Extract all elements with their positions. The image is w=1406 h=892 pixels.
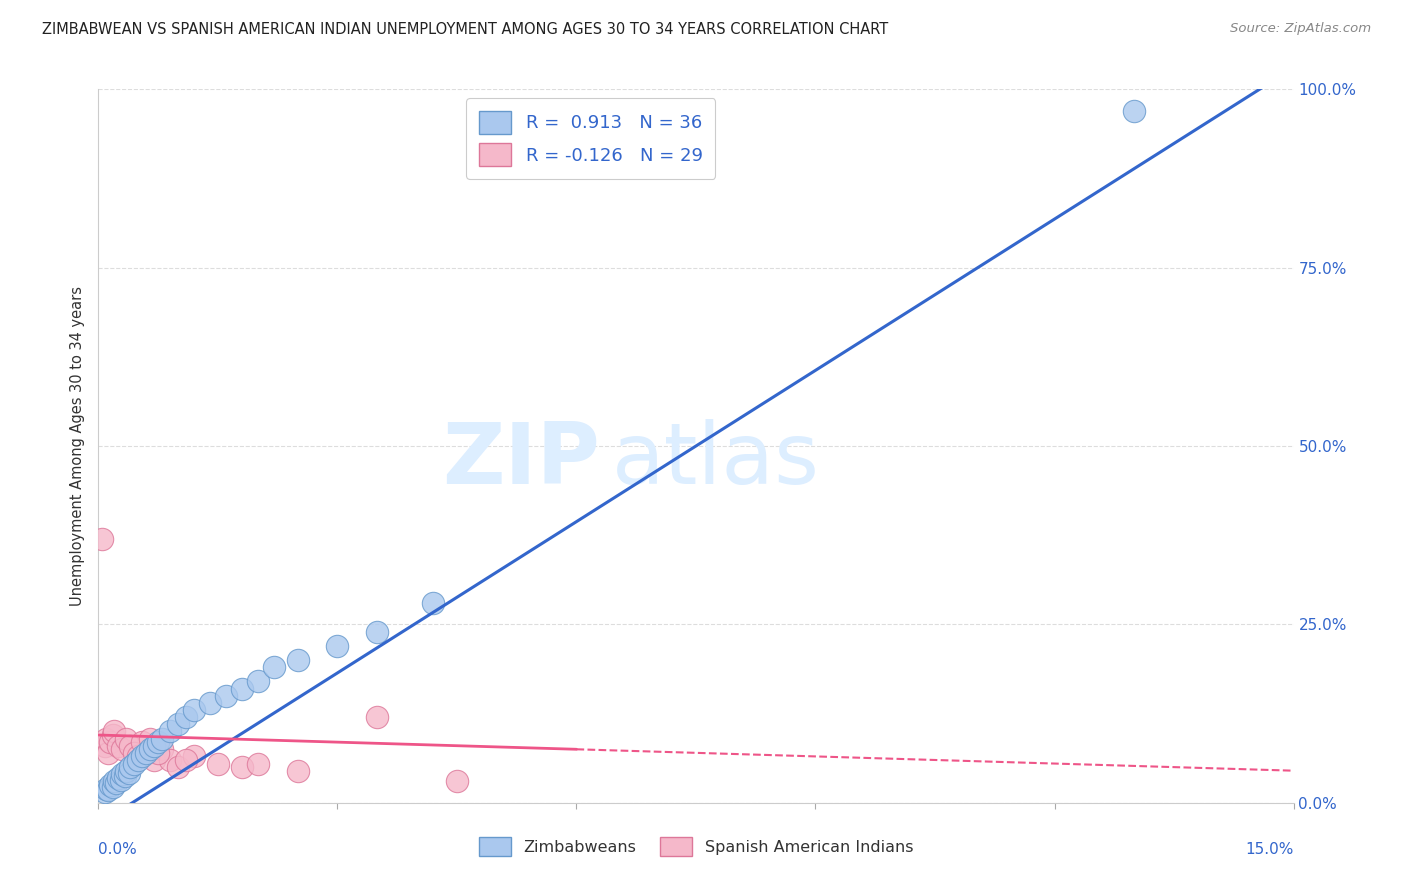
Text: ZIP: ZIP bbox=[443, 418, 600, 502]
Point bbox=[366, 624, 388, 639]
Y-axis label: Unemployment Among Ages 30 to 34 years: Unemployment Among Ages 30 to 34 years bbox=[70, 286, 86, 606]
Text: ZIMBABWEAN VS SPANISH AMERICAN INDIAN UNEMPLOYMENT AMONG AGES 30 TO 34 YEARS COR: ZIMBABWEAN VS SPANISH AMERICAN INDIAN UN… bbox=[42, 22, 889, 37]
Point bbox=[231, 760, 253, 774]
Point bbox=[446, 774, 468, 789]
Point bbox=[183, 703, 205, 717]
Point bbox=[98, 778, 122, 792]
Point bbox=[150, 731, 173, 746]
Point bbox=[143, 753, 166, 767]
Point bbox=[98, 735, 122, 749]
Text: 15.0%: 15.0% bbox=[1246, 842, 1294, 857]
Point bbox=[246, 756, 269, 771]
Text: atlas: atlas bbox=[613, 418, 820, 502]
Point bbox=[139, 731, 162, 746]
Point bbox=[287, 653, 309, 667]
Point bbox=[124, 756, 146, 771]
Point bbox=[148, 746, 170, 760]
Point bbox=[246, 674, 269, 689]
Point bbox=[120, 739, 142, 753]
Point bbox=[94, 785, 117, 799]
Point bbox=[215, 689, 238, 703]
Point bbox=[111, 767, 134, 781]
Point bbox=[148, 735, 170, 749]
Point bbox=[103, 724, 125, 739]
Point bbox=[111, 742, 134, 756]
Point bbox=[118, 765, 141, 780]
Point bbox=[97, 783, 120, 797]
Point bbox=[143, 739, 166, 753]
Point bbox=[127, 749, 149, 764]
Point bbox=[103, 774, 125, 789]
Point bbox=[91, 532, 114, 546]
Point bbox=[150, 742, 173, 756]
Text: Source: ZipAtlas.com: Source: ZipAtlas.com bbox=[1230, 22, 1371, 36]
Point bbox=[107, 739, 129, 753]
Point bbox=[97, 746, 120, 760]
Point bbox=[96, 731, 118, 746]
Point bbox=[326, 639, 349, 653]
Point bbox=[94, 739, 117, 753]
Point bbox=[231, 681, 253, 696]
Point bbox=[135, 746, 157, 760]
Point bbox=[115, 764, 138, 778]
Point bbox=[183, 749, 205, 764]
Point bbox=[101, 780, 124, 794]
Text: 0.0%: 0.0% bbox=[98, 842, 138, 857]
Point bbox=[198, 696, 221, 710]
Point bbox=[114, 769, 136, 783]
Point bbox=[127, 753, 149, 767]
Point bbox=[135, 746, 157, 760]
Point bbox=[263, 660, 285, 674]
Point bbox=[101, 728, 124, 742]
Point bbox=[107, 771, 129, 785]
Point bbox=[366, 710, 388, 724]
Point bbox=[422, 596, 444, 610]
Point bbox=[174, 710, 197, 724]
Point bbox=[96, 781, 118, 796]
Point bbox=[167, 717, 190, 731]
Point bbox=[159, 753, 181, 767]
Point bbox=[120, 760, 142, 774]
Point bbox=[124, 746, 146, 760]
Point bbox=[159, 724, 181, 739]
Point bbox=[167, 760, 190, 774]
Point bbox=[1123, 103, 1146, 118]
Point bbox=[207, 756, 229, 771]
Point bbox=[115, 731, 138, 746]
Point bbox=[139, 742, 162, 756]
Point bbox=[131, 749, 153, 764]
Point bbox=[104, 776, 127, 790]
Point bbox=[110, 772, 132, 787]
Point bbox=[131, 735, 153, 749]
Legend: Zimbabweans, Spanish American Indians: Zimbabweans, Spanish American Indians bbox=[472, 830, 920, 863]
Point bbox=[174, 753, 197, 767]
Point bbox=[287, 764, 309, 778]
